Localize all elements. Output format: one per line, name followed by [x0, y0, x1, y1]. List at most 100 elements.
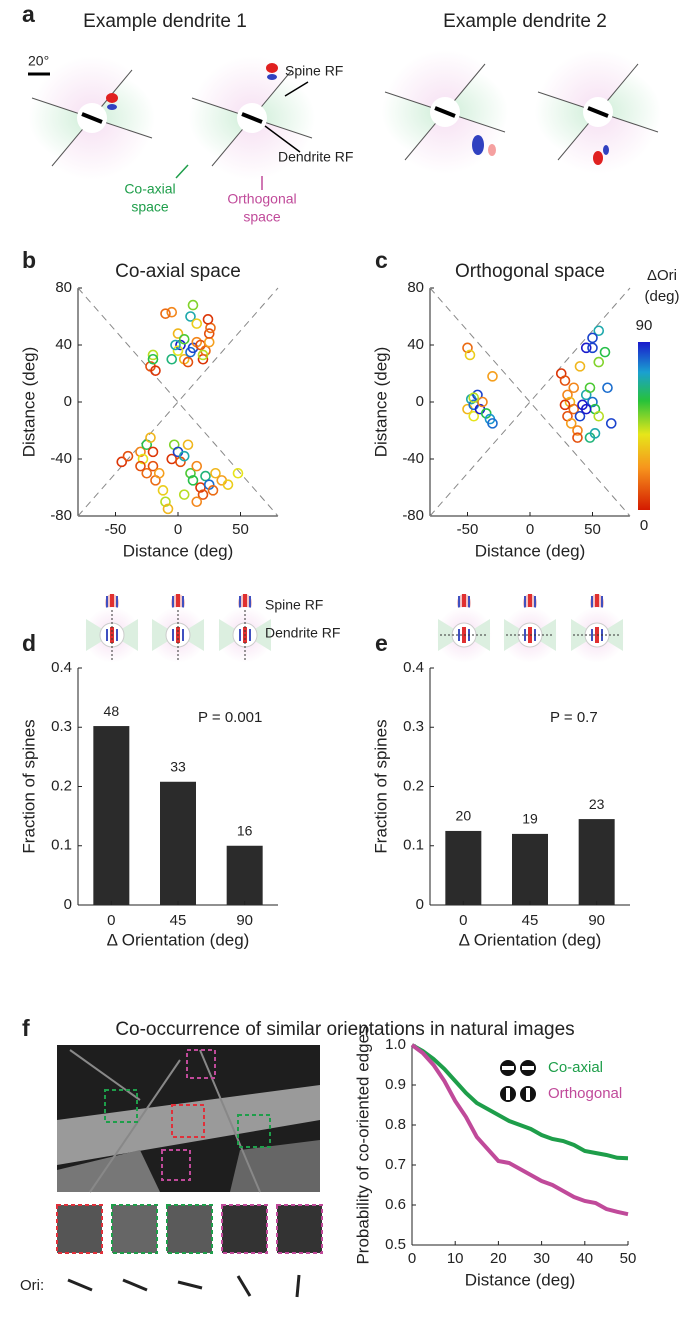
y-tick-label: 0: [416, 896, 424, 913]
point: [191, 496, 203, 508]
point: [203, 336, 215, 348]
point: [197, 489, 209, 500]
point: [185, 467, 196, 479]
panel-label: d: [22, 630, 36, 656]
point: [122, 450, 134, 462]
y-tick-label: 0.3: [403, 718, 424, 735]
point: [160, 496, 171, 508]
point: [150, 365, 161, 376]
panel-labels: a b c d e f: [22, 1, 388, 1041]
x-tick-label: 50: [584, 521, 601, 538]
y-tick-label: 0.1: [403, 837, 424, 854]
y-tick-label: -80: [402, 507, 424, 524]
panel-label: f: [22, 1015, 30, 1041]
panel-label: e: [375, 630, 388, 656]
y-axis-label: Probability of co-oriented edges: [353, 1025, 372, 1264]
point: [587, 332, 598, 344]
y-axis-label: Distance (deg): [371, 347, 390, 458]
x-axis-label: Distance (deg): [123, 541, 234, 560]
x-tick-label: -50: [457, 521, 479, 538]
point: [605, 418, 617, 429]
diagonal: [429, 287, 631, 517]
y-tick-label: 80: [407, 279, 424, 296]
y-tick-label: 0.2: [403, 777, 424, 794]
point: [593, 325, 605, 337]
ori-label: Ori:: [20, 1277, 44, 1294]
point: [135, 460, 146, 472]
y-tick-label: 0.5: [385, 1236, 406, 1253]
panel-label: c: [375, 247, 388, 273]
x-tick-label: 45: [522, 912, 539, 929]
point: [574, 361, 586, 372]
coaxial-label: Co-axial: [124, 181, 175, 197]
point: [559, 399, 571, 411]
point: [182, 356, 194, 368]
point: [135, 446, 146, 458]
y-tick-label: -80: [50, 507, 72, 524]
y-tick-label: 0: [64, 896, 72, 913]
y-tick-label: 0.4: [51, 659, 72, 676]
point: [589, 428, 601, 439]
point: [477, 396, 488, 408]
y-tick-label: -40: [402, 450, 424, 467]
bar-count: 16: [237, 822, 253, 838]
y-tick-label: 1.0: [385, 1036, 406, 1053]
y-tick-label: 0.1: [51, 837, 72, 854]
x-axis-label: Δ Orientation (deg): [107, 930, 250, 949]
dendrite-title: Example dendrite 1: [83, 11, 247, 32]
point: [205, 322, 216, 334]
x-tick-label: 45: [170, 912, 187, 929]
x-tick-label: 10: [447, 1250, 464, 1267]
annotation: P = 0.7: [550, 709, 598, 726]
annotation: P = 0.001: [198, 709, 262, 726]
y-tick-label: 0: [64, 393, 72, 410]
colorbar-label: ΔOri: [647, 267, 677, 284]
point: [562, 389, 573, 401]
point: [166, 306, 178, 318]
colorbar-tick: 90: [636, 317, 653, 334]
point: [559, 375, 571, 386]
inset-label: Dendrite RF: [265, 625, 340, 641]
point: [170, 339, 181, 351]
point: [580, 342, 592, 354]
point: [232, 467, 244, 479]
point: [602, 382, 613, 394]
x-tick-label: 50: [232, 521, 249, 538]
line-legend-icons: [500, 1060, 536, 1102]
y-tick-label: 0.7: [385, 1156, 406, 1173]
point: [178, 333, 190, 345]
bar: [160, 781, 196, 905]
bar-count: 48: [104, 703, 120, 719]
panel-label: b: [22, 247, 36, 273]
point: [172, 328, 184, 339]
panel-f-title: Co-occurrence of similar orientations in…: [115, 1019, 574, 1040]
x-tick-label: 30: [533, 1250, 550, 1267]
point: [200, 470, 211, 482]
legend-label: Orthogonal: [548, 1085, 622, 1102]
colorbar-tick: 0: [640, 517, 648, 534]
point: [207, 485, 219, 496]
bar: [445, 830, 482, 905]
y-tick-label: 40: [55, 336, 72, 353]
point: [587, 396, 598, 408]
y-tick-label: 80: [55, 279, 72, 296]
panel-label: a: [22, 1, 35, 27]
point: [141, 467, 153, 479]
colorbar-label: (deg): [644, 288, 679, 305]
y-axis-label: Distance (deg): [19, 347, 38, 458]
y-axis-label: Fraction of spines: [19, 719, 38, 853]
point: [468, 410, 480, 422]
x-axis-label: Distance (deg): [465, 1270, 576, 1289]
y-tick-label: 0.4: [403, 659, 424, 676]
point: [464, 349, 476, 361]
colorbar: [638, 342, 650, 510]
coaxial-label: space: [131, 199, 169, 215]
spine-rf-label: Spine RF: [285, 63, 343, 79]
bar-count: 19: [522, 811, 538, 827]
point: [185, 311, 196, 322]
point: [178, 450, 190, 462]
point: [116, 456, 128, 468]
x-axis-label: Distance (deg): [475, 541, 586, 560]
point: [487, 418, 498, 429]
